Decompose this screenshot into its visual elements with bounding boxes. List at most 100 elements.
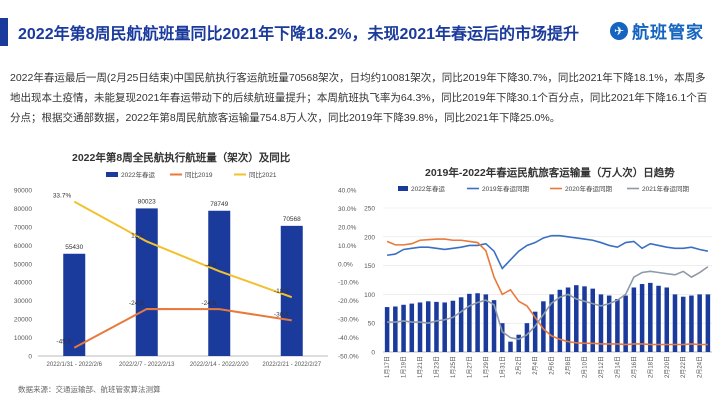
y-left-tick-label: 90000 [14, 188, 32, 195]
bar [549, 294, 554, 352]
bar [705, 294, 711, 352]
bar [541, 301, 546, 352]
x-tick-label: 2022/2/14 - 2022/2/20 [190, 362, 249, 368]
line-data-label: 12.1 [131, 232, 144, 239]
bar [475, 293, 480, 352]
y-right-tick-label: 30.0% [338, 206, 357, 213]
y-right-tick-label: -50.0% [338, 354, 359, 361]
legend-label: 2022年春运 [411, 184, 445, 193]
x-tick-label: 1月29日 [483, 356, 490, 378]
bar [442, 302, 447, 352]
bar-data-label: 78749 [210, 201, 228, 208]
bar [648, 282, 653, 352]
y-tick-label: 0 [371, 350, 375, 357]
bar [639, 284, 645, 352]
series-line-vs2019 [73, 307, 292, 349]
bar [574, 285, 579, 352]
x-tick-label: 1月27日 [466, 356, 473, 378]
bar [135, 208, 158, 356]
bar [672, 294, 678, 352]
y-tick-label: 150 [364, 263, 375, 270]
line-data-label: -30.7 [274, 311, 289, 318]
x-tick-label: 1月31日 [499, 356, 506, 378]
y-right-tick-label: 0.0% [338, 261, 353, 268]
bar [425, 301, 431, 352]
line-data-label: -24.5 [129, 300, 144, 307]
x-tick-label: 2月6日 [549, 356, 556, 375]
x-tick-label: 2月24日 [697, 356, 704, 378]
bar [524, 323, 530, 352]
bar [697, 294, 702, 352]
line-data-label: -4.0 [205, 262, 217, 269]
y-left-tick-label: 80000 [14, 206, 32, 213]
legend-label: 2020年春运同期 [565, 184, 612, 193]
bar [384, 307, 390, 352]
y-left-tick-label: 10000 [14, 335, 32, 342]
bar [623, 295, 628, 352]
y-right-tick-label: 40.0% [338, 188, 357, 195]
bar [656, 285, 661, 352]
logo: ✈ 航班管家 [610, 18, 704, 43]
legend-label: 2021年春运同期 [642, 184, 689, 193]
x-tick-label: 2022/1/31 - 2022/2/6 [47, 362, 103, 368]
x-tick-label: 2月14日 [614, 356, 621, 378]
bar [508, 341, 513, 352]
title-accent-bar [0, 18, 8, 46]
bar [491, 300, 497, 352]
legend-label: 同比2019 [185, 170, 213, 179]
y-left-tick-label: 50000 [14, 261, 32, 268]
y-left-tick-label: 40000 [14, 280, 32, 287]
left-chart-title: 2022年第8周全民航执行航班量（架次）及同比 [72, 152, 291, 164]
x-tick-label: 2月18日 [647, 356, 654, 378]
bar [582, 286, 587, 352]
bar-data-label: 80023 [138, 198, 156, 205]
bar [615, 299, 620, 352]
y-right-tick-label: -30.0% [338, 317, 359, 324]
bar [450, 300, 456, 352]
series-line-2020 [386, 238, 708, 346]
bar-data-label: 70568 [283, 216, 301, 223]
y-right-tick-label: -40.0% [338, 335, 359, 342]
bar [280, 225, 303, 356]
y-left-tick-label: 30000 [14, 298, 32, 305]
legend-swatch-bar [398, 186, 408, 191]
legend-label: 2019年春运同期 [482, 184, 529, 193]
y-left-tick-label: 60000 [14, 243, 32, 250]
bar [680, 296, 686, 352]
bar [606, 295, 612, 352]
line-data-label: -18.1 [274, 288, 289, 295]
bar [557, 289, 563, 352]
x-tick-label: 2月22日 [680, 356, 687, 378]
y-left-tick-label: 20000 [14, 317, 32, 324]
legend-label: 同比2021 [249, 170, 277, 179]
logo-text: 航班管家 [632, 23, 704, 42]
bar [483, 294, 489, 352]
bar [63, 253, 86, 356]
bar [565, 287, 571, 352]
bar [467, 293, 472, 352]
bar [664, 287, 670, 352]
x-tick-label: 1月17日 [384, 356, 391, 378]
legend-label: 2022年春运 [121, 170, 155, 179]
y-tick-label: 250 [364, 206, 375, 213]
bar [500, 323, 505, 352]
bar [458, 297, 464, 352]
x-tick-label: 1月23日 [433, 356, 440, 378]
description-text: 2022年春运最后一周(2月25日结束)中国民航执行客运航班量70568架次，日… [10, 72, 708, 124]
legend-swatch-bar [106, 172, 118, 177]
y-tick-label: 100 [364, 292, 375, 299]
source-note: 数据来源：交通运输部、航班管家算法测算 [18, 385, 161, 394]
y-tick-label: 200 [364, 234, 375, 241]
bar [393, 306, 398, 352]
series-line-2021 [387, 266, 709, 341]
x-tick-label: 2022/2/7 - 2022/2/13 [119, 362, 175, 368]
y-left-tick-label: 70000 [14, 224, 32, 231]
x-tick-label: 1月21日 [417, 356, 424, 378]
line-data-label: -24.6 [201, 300, 216, 307]
bar [417, 302, 423, 352]
y-right-tick-label: 10.0% [338, 243, 357, 250]
bar [689, 295, 694, 352]
bar [631, 287, 637, 352]
